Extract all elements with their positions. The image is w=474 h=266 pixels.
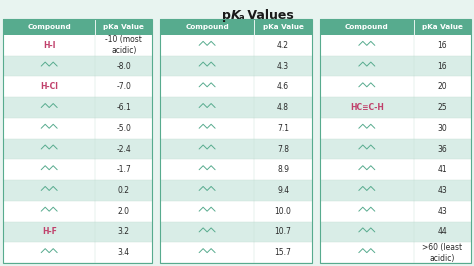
Text: pKa Value: pKa Value — [103, 24, 144, 30]
Bar — [160, 180, 312, 201]
Text: pKa Value: pKa Value — [422, 24, 463, 30]
Text: 4.3: 4.3 — [277, 62, 289, 70]
Text: 16: 16 — [438, 41, 447, 50]
Text: Compound: Compound — [185, 24, 229, 30]
Text: 36: 36 — [438, 144, 447, 153]
Text: 4.6: 4.6 — [277, 82, 289, 91]
Bar — [3, 19, 152, 263]
Text: Compound: Compound — [345, 24, 389, 30]
Bar — [3, 56, 152, 76]
Text: H-I: H-I — [43, 41, 55, 50]
Bar — [3, 242, 152, 263]
Bar — [320, 56, 471, 76]
Text: -10 (most
acidic): -10 (most acidic) — [105, 35, 142, 55]
Text: 20: 20 — [438, 82, 447, 91]
Text: 43: 43 — [438, 186, 447, 195]
Bar — [3, 180, 152, 201]
Text: -1.7: -1.7 — [116, 165, 131, 174]
Bar — [3, 19, 152, 35]
Bar — [160, 201, 312, 222]
Bar — [320, 35, 471, 56]
Text: -2.4: -2.4 — [116, 144, 131, 153]
Text: 16: 16 — [438, 62, 447, 70]
Text: 4.2: 4.2 — [277, 41, 289, 50]
Bar — [320, 222, 471, 242]
Bar — [320, 242, 471, 263]
Text: Values: Values — [243, 9, 294, 22]
Bar — [160, 242, 312, 263]
Bar — [320, 139, 471, 159]
Text: 2.0: 2.0 — [118, 207, 130, 216]
Text: H-Cl: H-Cl — [40, 82, 58, 91]
Text: 43: 43 — [438, 207, 447, 216]
Bar — [160, 159, 312, 180]
Bar — [3, 139, 152, 159]
Bar — [3, 118, 152, 139]
Text: 10.7: 10.7 — [274, 227, 292, 236]
Text: 9.4: 9.4 — [277, 186, 289, 195]
Text: 41: 41 — [438, 165, 447, 174]
Text: a: a — [239, 13, 245, 22]
Text: p: p — [222, 9, 231, 22]
Bar — [3, 97, 152, 118]
Bar — [3, 76, 152, 97]
Text: >60 (least
acidic): >60 (least acidic) — [422, 243, 462, 263]
Bar — [160, 139, 312, 159]
Text: K: K — [231, 9, 241, 22]
Text: 3.4: 3.4 — [118, 248, 130, 257]
Text: -5.0: -5.0 — [116, 124, 131, 133]
Bar — [3, 222, 152, 242]
Bar — [160, 97, 312, 118]
Bar — [320, 201, 471, 222]
Text: 8.9: 8.9 — [277, 165, 289, 174]
Bar — [320, 19, 471, 35]
Text: 25: 25 — [438, 103, 447, 112]
Text: 4.8: 4.8 — [277, 103, 289, 112]
Bar — [160, 19, 312, 35]
Bar — [320, 19, 471, 263]
Text: -6.1: -6.1 — [116, 103, 131, 112]
Text: 7.1: 7.1 — [277, 124, 289, 133]
Bar — [320, 97, 471, 118]
Text: HC≡C-H: HC≡C-H — [350, 103, 384, 112]
Bar — [320, 76, 471, 97]
Text: 44: 44 — [438, 227, 447, 236]
Bar — [160, 222, 312, 242]
Text: -8.0: -8.0 — [116, 62, 131, 70]
Bar — [160, 56, 312, 76]
Bar — [320, 118, 471, 139]
Text: Compound: Compound — [27, 24, 71, 30]
Text: 3.2: 3.2 — [118, 227, 130, 236]
Bar — [160, 118, 312, 139]
Text: 30: 30 — [438, 124, 447, 133]
Text: 0.2: 0.2 — [118, 186, 130, 195]
Bar — [320, 180, 471, 201]
Bar — [160, 76, 312, 97]
Text: 15.7: 15.7 — [274, 248, 292, 257]
Text: 10.0: 10.0 — [274, 207, 292, 216]
Text: 7.8: 7.8 — [277, 144, 289, 153]
Text: -7.0: -7.0 — [116, 82, 131, 91]
Bar — [320, 159, 471, 180]
Bar — [3, 201, 152, 222]
Bar — [160, 35, 312, 56]
Bar — [3, 35, 152, 56]
Text: H-F: H-F — [42, 227, 56, 236]
Bar — [3, 159, 152, 180]
Bar — [160, 19, 312, 263]
Text: pKa Value: pKa Value — [263, 24, 303, 30]
